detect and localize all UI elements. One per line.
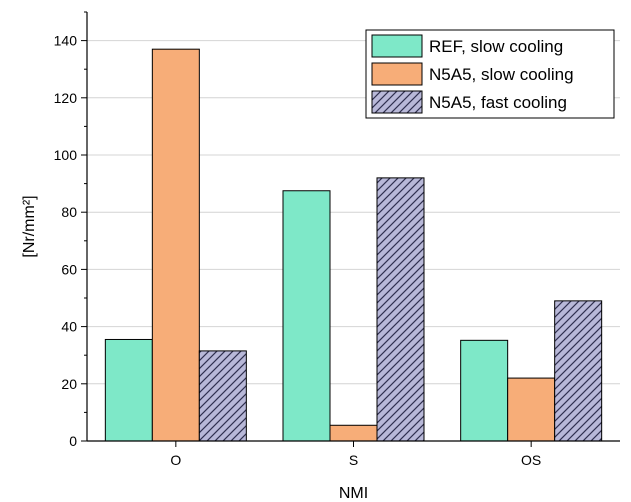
y-axis-label: [Nr/mm²] <box>21 195 38 257</box>
legend-label: N5A5, slow cooling <box>429 65 574 84</box>
x-tick-label: OS <box>521 452 541 468</box>
x-axis-label: NMI <box>339 485 368 502</box>
y-tick-label: 20 <box>61 376 77 392</box>
y-tick-label: 0 <box>69 433 77 449</box>
x-tick-label: O <box>170 452 181 468</box>
bar-n5a5-fast-cooling-s <box>376 177 425 442</box>
y-tick-label: 120 <box>54 90 78 106</box>
bar-ref-slow-cooling-o <box>104 338 153 442</box>
y-tick-label: 60 <box>61 261 77 277</box>
legend: REF, slow cooling N5A5, slow cooling N5A5,… <box>365 29 615 119</box>
legend-label: N5A5, fast cooling <box>429 93 567 112</box>
bar-n5a5-slow-cooling-s <box>329 424 378 442</box>
bar-n5a5-slow-cooling-os <box>507 377 556 442</box>
bar-ref-slow-cooling-os <box>460 339 509 442</box>
y-tick-label: 140 <box>54 33 78 49</box>
bar-n5a5-fast-cooling-os <box>554 300 603 442</box>
y-tick-label: 40 <box>61 319 77 335</box>
legend-swatch <box>371 62 423 86</box>
bar-n5a5-fast-cooling-o <box>198 350 247 442</box>
bar-n5a5-slow-cooling-o <box>151 48 200 442</box>
bar-ref-slow-cooling-s <box>282 190 331 442</box>
legend-label: REF, slow cooling <box>429 37 563 56</box>
y-tick-label: 100 <box>54 147 78 163</box>
bars <box>104 48 603 442</box>
legend-swatch <box>371 90 423 114</box>
axes <box>81 11 620 447</box>
legend-swatch <box>371 34 423 58</box>
y-tick-label: 80 <box>61 204 77 220</box>
x-tick-label: S <box>349 452 358 468</box>
